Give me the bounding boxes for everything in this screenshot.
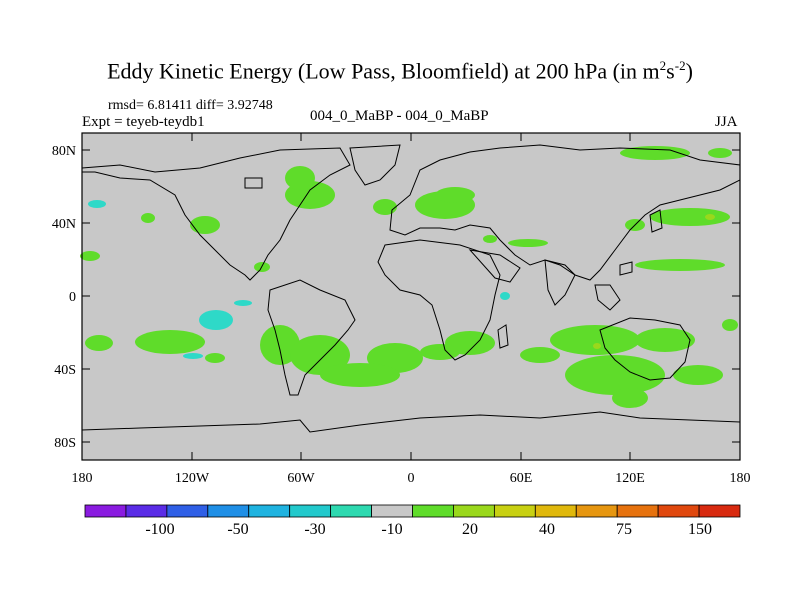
lon-label-120w: 120W [175, 471, 210, 486]
map-title: Eddy Kinetic Energy (Low Pass, Bloomfiel… [107, 58, 693, 84]
colorbar-box [125, 504, 168, 518]
colorbar-label: -50 [227, 521, 248, 538]
colorbar-box [493, 504, 536, 518]
positive-anomaly-areas [80, 146, 738, 408]
lat-label-40n: 40N [52, 217, 76, 232]
lon-label-120e: 120E [615, 471, 645, 486]
case-label: 004_0_MaBP - 004_0_MaBP [310, 108, 489, 124]
colorbar-labels: -100 -50 -30 -10 20 40 75 150 [145, 521, 712, 538]
lon-label-180w: 180 [72, 471, 93, 486]
latitude-labels: 80N 40N 0 40S 80S [52, 144, 76, 451]
lat-label-40s: 40S [54, 363, 76, 378]
colorbar-label: -10 [381, 521, 402, 538]
latitude-ticks [82, 149, 740, 443]
negative-anomaly-areas [88, 200, 510, 359]
colorbar-label: 75 [616, 521, 632, 538]
colorbar-box [698, 504, 741, 518]
colorbar-box [412, 504, 454, 518]
colorbar-label: 150 [688, 521, 712, 538]
colorbar [84, 504, 741, 518]
season-label: JJA [715, 114, 738, 130]
colorbar-label: -30 [304, 521, 325, 538]
colorbar-box [207, 504, 250, 518]
continent-outlines [81, 144, 741, 433]
experiment-label: Expt = teyeb-teydb1 [82, 114, 205, 130]
stats-text: rmsd= 6.81411 diff= 3.92748 [108, 98, 273, 113]
colorbar-box [453, 504, 495, 518]
longitude-ticks [81, 133, 741, 460]
colorbar-box [248, 504, 291, 518]
longitude-labels: 180 120W 60W 0 60E 120E 180 [72, 471, 751, 486]
colorbar-box [657, 504, 700, 518]
lat-label-0: 0 [69, 290, 76, 305]
colorbar-label: 40 [539, 521, 555, 538]
colorbar-box [289, 504, 332, 518]
lon-label-180e: 180 [730, 471, 751, 486]
colorbar-box [166, 504, 209, 518]
moderate-anomaly-spots [593, 214, 715, 349]
colorbar-label: -100 [145, 521, 174, 538]
colorbar-box [84, 504, 127, 518]
lon-label-0: 0 [408, 471, 415, 486]
lat-label-80s: 80S [54, 436, 76, 451]
colorbar-label: 20 [462, 521, 478, 538]
colorbar-box [616, 504, 659, 518]
colorbar-box [330, 504, 372, 518]
colorbar-box [534, 504, 577, 518]
map-background [82, 133, 740, 460]
colorbar-box [371, 504, 413, 518]
lat-label-80n: 80N [52, 144, 76, 159]
lon-label-60w: 60W [287, 471, 315, 486]
colorbar-box [575, 504, 618, 518]
lon-label-60e: 60E [510, 471, 533, 486]
